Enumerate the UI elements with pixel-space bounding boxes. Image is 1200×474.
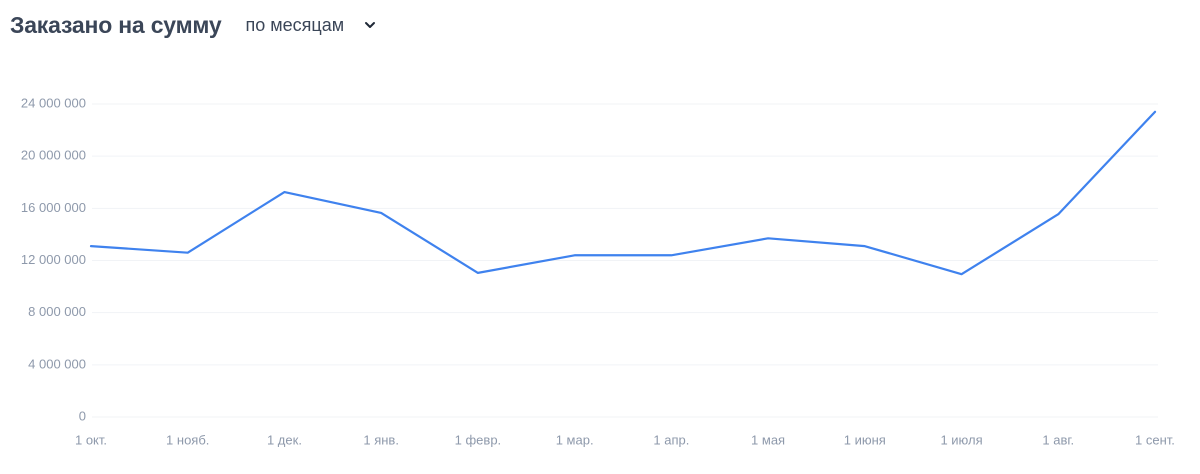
- x-tick-label: 1 дек.: [267, 432, 302, 447]
- data-line: [89, 110, 1157, 276]
- y-tick-label: 0: [79, 408, 86, 423]
- x-tick-label: 1 мая: [751, 432, 785, 447]
- x-tick-label: 1 янв.: [363, 432, 399, 447]
- y-tick-label: 12 000 000: [21, 252, 86, 267]
- y-tick-label: 8 000 000: [28, 304, 86, 319]
- x-tick-label: 1 авг.: [1042, 432, 1074, 447]
- x-tick-label: 1 июля: [940, 432, 982, 447]
- x-tick-label: 1 февр.: [455, 432, 502, 447]
- x-tick-label: 1 окт.: [75, 432, 107, 447]
- x-tick-label: 1 мар.: [556, 432, 594, 447]
- y-tick-label: 4 000 000: [28, 356, 86, 371]
- y-tick-label: 24 000 000: [21, 95, 86, 110]
- x-tick-label: 1 сент.: [1135, 432, 1175, 447]
- period-label[interactable]: по месяцам: [245, 14, 345, 35]
- chart-title: Заказано на сумму: [10, 11, 222, 38]
- x-tick-label: 1 нояб.: [166, 432, 209, 447]
- y-tick-label: 16 000 000: [21, 200, 86, 215]
- x-tick-label: 1 апр.: [653, 432, 689, 447]
- header: Заказано на сумму по месяцам: [10, 8, 376, 42]
- chevron-icon[interactable]: [364, 21, 376, 29]
- x-tick-label: 1 июня: [844, 432, 886, 447]
- period-dropdown[interactable]: по месяцам: [246, 15, 377, 36]
- y-tick-label: 20 000 000: [21, 148, 86, 163]
